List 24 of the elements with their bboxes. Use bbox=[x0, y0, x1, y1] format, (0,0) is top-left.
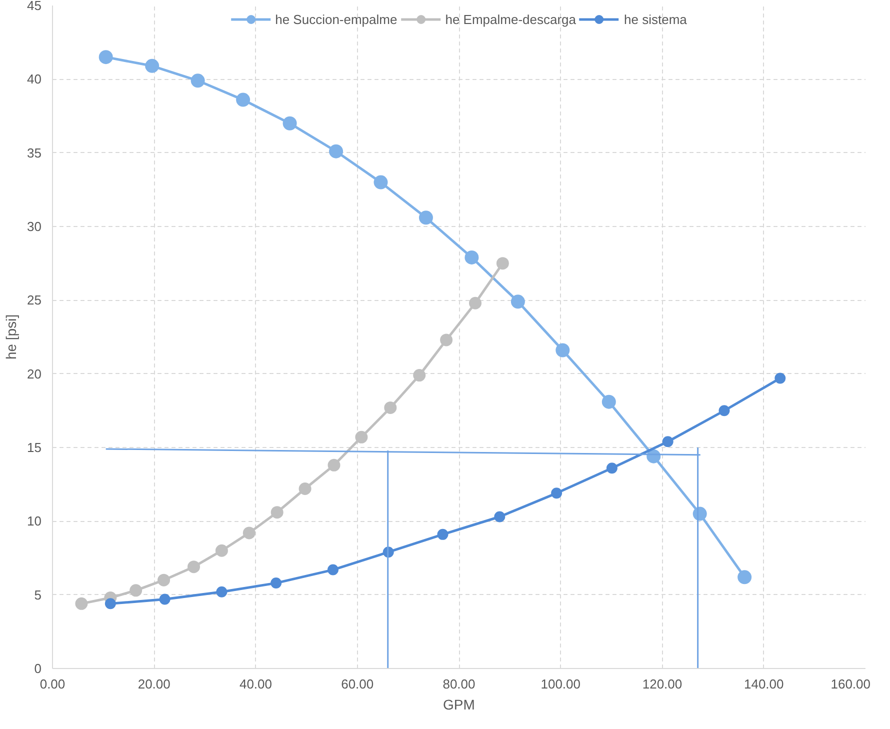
legend-label: he Succion-empalme bbox=[275, 12, 398, 26]
x-tick-label: 0.00 bbox=[40, 676, 66, 692]
y-tick-label: 15 bbox=[27, 440, 42, 455]
y-tick-label: 25 bbox=[27, 292, 42, 308]
y-tick-label: 45 bbox=[27, 0, 42, 13]
x-tick-label: 80.00 bbox=[442, 676, 476, 692]
x-tick-label: 120.00 bbox=[642, 676, 682, 692]
x-tick-label: 20.00 bbox=[138, 676, 170, 692]
x-tick-label: 40.00 bbox=[239, 676, 272, 692]
x-tick-label: 140.00 bbox=[744, 676, 784, 692]
y-tick-label: 20 bbox=[27, 366, 42, 382]
y-tick-label: 0 bbox=[34, 661, 42, 676]
x-tick-label: 100.00 bbox=[540, 676, 581, 692]
y-axis-title: he [psi] bbox=[3, 314, 20, 360]
x-tick-label: 160.00 bbox=[830, 676, 871, 692]
legend-label: he Empalme-descarga bbox=[445, 12, 576, 26]
legend-label: he sistema bbox=[624, 12, 687, 26]
y-tick-label: 30 bbox=[27, 219, 42, 234]
y-tick-label: 5 bbox=[34, 587, 42, 602]
y-tick-label: 10 bbox=[27, 514, 42, 529]
x-tick-label: 60.00 bbox=[341, 676, 374, 692]
x-axis-title: GPM bbox=[443, 696, 475, 712]
y-tick-label: 35 bbox=[27, 145, 42, 160]
y-tick-label: 40 bbox=[27, 72, 42, 87]
